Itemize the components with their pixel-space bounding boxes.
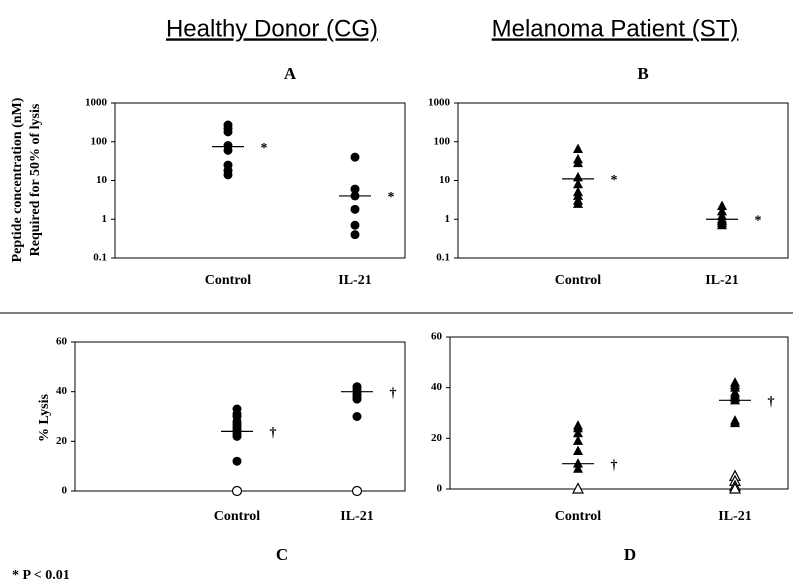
plot-frame [114,102,406,259]
x-tick-label: Control [555,273,602,288]
data-point [573,422,583,433]
x-tick-label: IL-21 [340,509,373,524]
y-tick-label: 40 [56,385,68,397]
data-point [352,394,362,404]
significance-mark: † [270,426,277,441]
data-point [350,220,360,230]
x-tick-label: IL-21 [705,273,738,288]
data-point [573,427,583,438]
data-point [232,431,242,441]
data-point [223,145,233,155]
significance-mark: * [755,213,762,228]
y-axis-label: % Lysis [37,394,52,442]
y-tick-label: 40 [431,381,443,393]
data-point [730,394,740,405]
panel-letter: B [637,64,648,83]
y-tick-label: 60 [431,331,443,343]
significance-mark: † [768,395,775,410]
panel-letter: A [284,64,297,83]
panel-letter: D [624,545,636,564]
x-tick-label: IL-21 [718,509,751,524]
data-point [573,445,583,455]
significance-mark: † [390,386,397,401]
y-tick-label: 0 [62,485,68,497]
y-tick-label: 0.1 [93,252,107,264]
data-point [573,178,583,189]
data-point [573,458,583,468]
data-point [730,382,740,392]
plot-frame [449,336,789,490]
y-axis-label: Peptide concentration (nM) [10,97,25,262]
data-point [350,184,360,194]
y-tick-label: 100 [434,135,451,147]
data-point [729,482,741,494]
y-tick-label: 20 [431,432,443,444]
y-tick-label: 1 [445,213,451,225]
significance-mark: * [261,141,268,156]
x-tick-label: Control [205,273,252,288]
data-point [352,412,362,421]
data-point [717,219,727,230]
data-point [730,417,740,428]
y-tick-label: 1000 [428,97,451,109]
data-point [350,152,360,162]
y-tick-label: 0 [437,483,443,495]
x-tick-label: IL-21 [338,273,371,288]
footnote: * P < 0.01 [12,568,70,583]
significance-mark: † [611,458,618,473]
x-tick-label: Control [555,509,602,524]
data-point [350,230,360,240]
y-tick-label: 1000 [85,97,108,109]
panel-letter: C [276,545,288,564]
data-point [573,463,583,473]
column-title: Healthy Donor (CG) [166,15,378,42]
data-point [351,485,363,497]
data-point [573,435,583,445]
data-point [223,170,233,180]
data-point [232,456,242,466]
column-title: Melanoma Patient (ST) [492,15,739,42]
y-tick-label: 10 [96,174,108,186]
y-tick-label: 100 [91,135,108,147]
y-tick-label: 0.1 [436,252,450,264]
data-point [573,190,583,200]
data-point [350,204,360,214]
y-tick-label: 1 [102,213,108,225]
significance-mark: * [388,190,395,205]
data-point [231,485,243,497]
data-point [717,200,727,210]
data-point [572,482,584,494]
y-tick-label: 60 [56,336,68,348]
y-axis-label: Required for 50% of lysis [28,103,43,256]
data-point [573,143,583,153]
data-point [573,157,583,168]
data-point [717,205,727,216]
y-tick-label: 10 [439,174,451,186]
plot-frame [457,102,789,259]
data-point [223,127,233,137]
y-tick-label: 20 [56,435,68,447]
x-tick-label: Control [214,509,261,524]
significance-mark: * [611,173,618,188]
data-point [573,198,583,208]
